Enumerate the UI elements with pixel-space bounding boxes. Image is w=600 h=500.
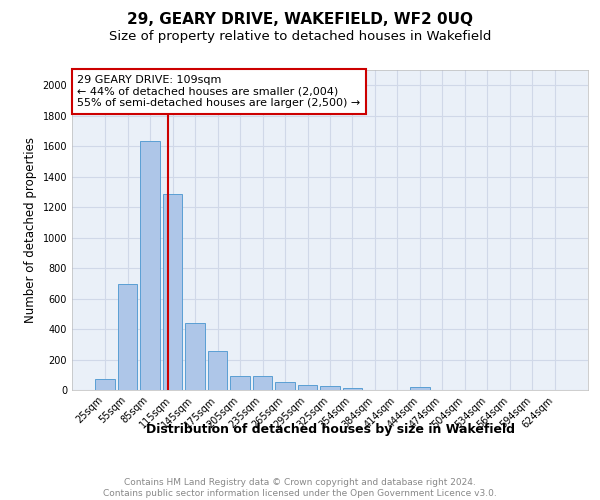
Bar (140, 141, 160, 390)
Bar (208, 351, 227, 390)
Y-axis label: Number of detached properties: Number of detached properties (24, 137, 37, 323)
Bar (320, 386, 340, 390)
Text: 29, GEARY DRIVE, WAKEFIELD, WF2 0UQ: 29, GEARY DRIVE, WAKEFIELD, WF2 0UQ (127, 12, 473, 28)
Text: 29 GEARY DRIVE: 109sqm
← 44% of detached houses are smaller (2,004)
55% of semi-: 29 GEARY DRIVE: 109sqm ← 44% of detached… (77, 75, 361, 108)
Bar (410, 387, 430, 390)
Text: Distribution of detached houses by size in Wakefield: Distribution of detached houses by size … (146, 422, 515, 436)
Bar (253, 376, 272, 390)
Bar (230, 376, 250, 390)
Bar (275, 382, 295, 390)
Text: Contains HM Land Registry data © Crown copyright and database right 2024.
Contai: Contains HM Land Registry data © Crown c… (103, 478, 497, 498)
Bar (95, 380, 115, 390)
Bar (118, 284, 137, 390)
Bar (185, 323, 205, 390)
Bar (343, 388, 362, 390)
Bar (163, 194, 182, 390)
Text: Size of property relative to detached houses in Wakefield: Size of property relative to detached ho… (109, 30, 491, 43)
Bar (298, 386, 317, 390)
